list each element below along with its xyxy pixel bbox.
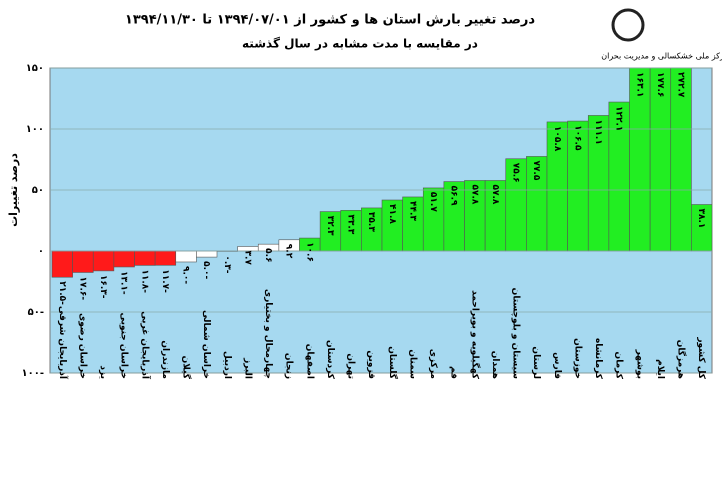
value-label: ۰.۳- (222, 255, 232, 273)
value-label: ۳۲.۳ (325, 216, 335, 236)
x-tick-label: بوشهر (634, 349, 644, 379)
x-tick-label: کهگیلویه و بویراحمد (469, 290, 481, 380)
value-label: ۵.۰- (201, 261, 211, 279)
value-label: ۵۱.۷ (428, 192, 438, 212)
bar (73, 251, 94, 272)
value-label: ۱۰۶.۵ (572, 125, 582, 151)
x-tick-label: اصفهان (304, 344, 314, 379)
bar (93, 251, 114, 271)
x-tick-label: مازندران (160, 340, 170, 379)
value-label: ۱۱.۸- (139, 269, 149, 293)
x-tick-label: یزد (98, 365, 108, 379)
x-tick-label: چهارمحال و بختیاری (263, 289, 273, 379)
x-tick-label: اردبیل (222, 351, 232, 379)
y-tick-label: ۰ (38, 246, 44, 257)
x-tick-label: سیستان و بلوچستان (511, 288, 521, 380)
value-label: ۱۳.۱- (119, 271, 129, 295)
value-label: ۱۲۲.۱ (614, 106, 624, 131)
y-tick-label: ۵۰ (32, 185, 44, 196)
value-label: ۹.۲ (284, 244, 294, 259)
y-tick-label: ۱۰۰- (22, 368, 44, 379)
x-tick-label: گلستان (387, 346, 399, 380)
value-label: ۳۵.۳ (366, 212, 376, 232)
y-tick-label: ۱۰۰ (26, 124, 44, 135)
y-tick-label: ۵۰- (28, 307, 44, 318)
bar (650, 34, 671, 251)
bar (196, 251, 217, 257)
value-label: ۲۱.۵- (57, 281, 67, 305)
value-label: ۱۰.۶ (304, 242, 314, 262)
bar (155, 251, 176, 265)
x-tick-label: هرمزگان (676, 340, 688, 379)
chart-subtitle: در مقایسه با مدت مشابه در سال گذشته (242, 37, 478, 51)
x-tick-label: کل کشور (696, 336, 706, 379)
x-tick-label: تهران (346, 353, 356, 379)
value-label: ۳۳.۳ (346, 214, 356, 234)
value-label: ۳.۷ (242, 250, 252, 265)
x-tick-label: زنجان (284, 353, 294, 379)
value-label: ۷۷.۵ (531, 160, 541, 180)
x-tick-label: لرستان (531, 346, 541, 379)
y-axis-label: درصد تغییرات (7, 153, 20, 227)
bar (135, 251, 156, 265)
x-tick-label: آذربایجان غربی (139, 311, 151, 380)
x-tick-label: البرز (242, 357, 252, 379)
x-tick-label: خراسان جنوبی (119, 312, 129, 379)
x-tick-label: قم (449, 366, 459, 379)
value-label: ۹.۰- (181, 266, 191, 284)
bar (114, 251, 135, 267)
logo (613, 10, 643, 40)
x-tick-label: خراسان رضوی (77, 313, 87, 379)
value-label: ۵۶.۹ (449, 186, 459, 206)
value-label: ۷۵.۶ (511, 163, 521, 183)
x-tick-label: مرکزی (428, 349, 438, 379)
value-label: ۱۰۵.۸ (552, 126, 562, 152)
x-tick-label: همدان (490, 351, 500, 379)
source: مرکز ملی خشکسالی و مدیریت بحران (601, 52, 722, 61)
value-label: ۵۷.۸ (469, 184, 479, 204)
value-label: ۲۷۲.۷ (676, 72, 686, 98)
x-tick-label: فارس (552, 352, 562, 379)
x-tick-label: آذربایجان شرقی (57, 306, 69, 380)
x-tick-label: قزوین (366, 350, 376, 379)
value-label: ۴۱.۸ (387, 204, 397, 224)
value-label: ۱۱.۷- (160, 269, 170, 293)
x-tick-label: کرمانشاه (593, 338, 603, 380)
value-label: ۴۴.۳ (407, 201, 417, 221)
chart-title: درصد تغییر بارش استان ها و کشور از ۱۳۹۴/… (125, 13, 536, 28)
bar (176, 251, 197, 262)
x-tick-label: خراسان شمالی (201, 310, 211, 379)
value-label: ۱۷۷.۶ (655, 72, 665, 97)
value-label: ۱۶۳.۱ (634, 72, 644, 97)
x-tick-label: سمنان (407, 349, 417, 379)
x-tick-label: گیلان (181, 356, 193, 380)
value-label: ۵.۶ (263, 248, 273, 262)
value-label: ۱۱۱.۱ (593, 119, 603, 144)
bar (52, 251, 73, 277)
y-tick-label: ۱۵۰ (26, 63, 44, 74)
value-label: ۱۶.۳- (98, 275, 108, 299)
value-label: ۳۸.۱ (696, 209, 706, 229)
value-label: ۱۷.۶- (77, 276, 87, 300)
value-label: ۵۷.۸ (490, 184, 500, 204)
x-tick-label: کردستان (325, 340, 335, 380)
bar (671, 0, 692, 251)
x-tick-label: ایلام (655, 359, 665, 379)
x-tick-label: کرمان (614, 352, 624, 380)
x-tick-label: خوزستان (572, 338, 582, 379)
